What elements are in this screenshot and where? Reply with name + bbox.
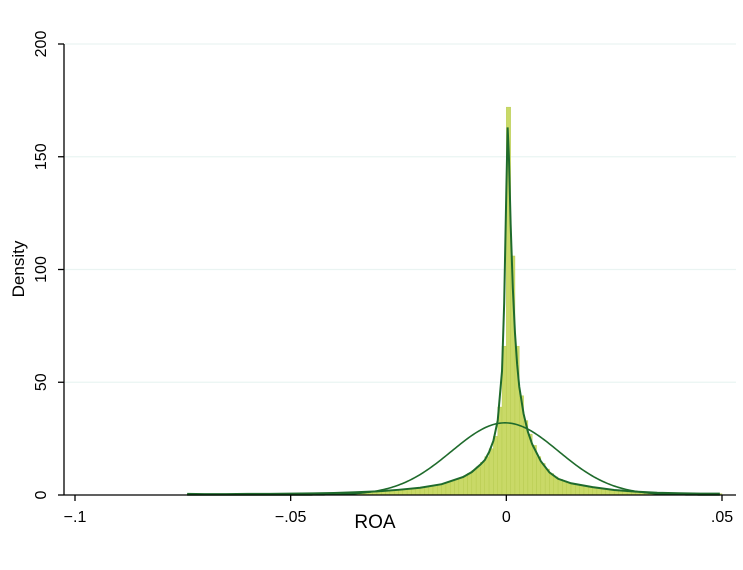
histogram-bar (450, 480, 455, 496)
histogram-bar (596, 488, 602, 496)
histogram-bar (540, 463, 546, 496)
histogram-bar (570, 483, 576, 496)
histogram-bar (484, 456, 490, 496)
y-tick-label: 100 (33, 256, 50, 283)
y-tick-label: 0 (33, 490, 50, 499)
histogram-bar (488, 448, 494, 496)
y-axis-ticks: 0 50 100 150 200 (33, 31, 64, 499)
histogram-bar (588, 486, 593, 496)
x-tick-label: 0 (502, 509, 511, 526)
histogram-bar (562, 480, 567, 496)
histogram-bar (566, 482, 572, 496)
gridlines (65, 43, 736, 383)
x-tick-label: −.1 (64, 509, 87, 526)
histogram-bar (553, 476, 559, 496)
histogram-bars (186, 106, 723, 496)
kernel-density-curve (187, 127, 720, 496)
histogram-bar (549, 473, 554, 496)
y-tick-label: 150 (33, 143, 50, 170)
histogram-bar (428, 485, 434, 496)
histogram-bar (471, 470, 477, 496)
histogram-bar (454, 479, 460, 496)
histogram-bar (579, 485, 585, 496)
histogram-bar (592, 487, 598, 496)
histogram-bar (583, 486, 589, 496)
histogram-bar (458, 477, 464, 496)
x-tick-label: −.05 (275, 509, 307, 526)
y-tick-label: 200 (33, 31, 50, 58)
x-axis-title: ROA (354, 512, 396, 533)
histogram-bar (493, 436, 498, 496)
histogram-bar (575, 484, 580, 496)
histogram-bar (480, 462, 485, 496)
x-axis-ticks: −.1 −.05 0 .05 (64, 495, 733, 526)
y-axis-title: Density (9, 240, 28, 297)
histogram-bar (557, 479, 563, 496)
histogram-bar (536, 456, 542, 496)
histogram-bar (437, 484, 442, 496)
histogram-bar (432, 485, 438, 496)
x-tick-label: .05 (711, 509, 733, 526)
histogram-bar (475, 466, 481, 496)
histogram-bar (467, 473, 473, 496)
histogram-bar (441, 483, 447, 496)
histogram-bar (445, 482, 451, 496)
histogram-bar (463, 475, 468, 496)
y-tick-label: 50 (33, 373, 50, 391)
